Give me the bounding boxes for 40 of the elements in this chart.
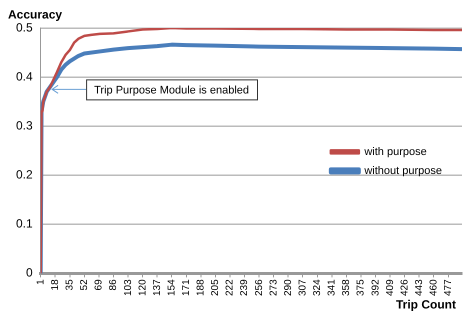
x-tick-label: 324 — [312, 278, 324, 296]
x-tick-label: 154 — [166, 278, 178, 296]
x-tick-label: 392 — [370, 278, 382, 296]
x-tick-label: 341 — [326, 278, 338, 296]
x-tick-label: 256 — [254, 278, 265, 296]
x-axis-title: Trip Count — [396, 297, 456, 312]
x-tick-label: 443 — [414, 278, 425, 296]
y-tick-label: 0.1 — [16, 216, 33, 231]
y-tick-label: 0.3 — [16, 118, 33, 132]
x-tick-label: 103 — [122, 278, 134, 296]
x-tick-label: 188 — [196, 278, 207, 296]
x-tick-label: 205 — [210, 278, 222, 296]
x-tick-label: 239 — [239, 278, 250, 296]
x-tick-label: 69 — [94, 278, 105, 290]
x-tick-label: 307 — [297, 278, 308, 296]
x-tick-label: 86 — [108, 278, 120, 290]
x-tick-label: 1 — [35, 278, 46, 285]
x-tick-label: 137 — [152, 278, 163, 296]
x-tick-label: 426 — [399, 278, 410, 296]
y-tick-label: 0 — [26, 266, 33, 280]
legend-label: with purpose — [363, 146, 427, 158]
x-tick-label: 35 — [64, 278, 76, 290]
legend-label: without purpose — [363, 164, 442, 177]
x-tick-label: 18 — [50, 278, 61, 290]
x-tick-label: 120 — [137, 278, 148, 296]
x-tick-label: 222 — [224, 278, 236, 296]
annotation: Trip Purpose Module is enabled — [94, 84, 250, 96]
x-tick-label: 477 — [443, 278, 454, 296]
x-tick-label: 375 — [356, 278, 367, 296]
y-tick-label: 0.4 — [16, 69, 33, 84]
x-tick-label: 273 — [268, 278, 280, 296]
x-tick-label: 52 — [79, 278, 90, 290]
x-tick-label: 171 — [181, 278, 192, 296]
x-tick-label: 290 — [282, 278, 294, 296]
x-tick-label: 409 — [384, 278, 396, 296]
x-tick-label: 358 — [341, 278, 352, 296]
y-tick-label: 0.5 — [16, 20, 33, 34]
y-axis-title: Accuracy — [8, 7, 62, 22]
y-tick-label: 0.2 — [16, 168, 33, 182]
x-tick-label: 460 — [428, 278, 440, 296]
